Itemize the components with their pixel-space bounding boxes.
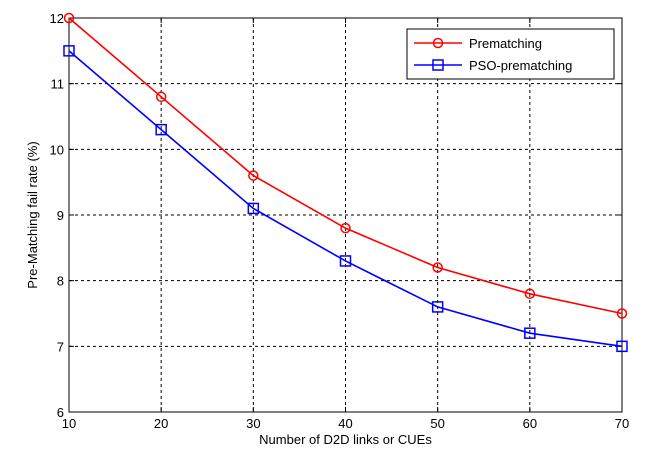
y-tick-label: 9 xyxy=(57,208,64,223)
legend-swatch-marker xyxy=(432,59,444,71)
series-1 xyxy=(63,45,628,353)
x-tick-label: 10 xyxy=(62,416,76,431)
data-point xyxy=(63,12,75,24)
data-point xyxy=(616,308,628,319)
legend-entry-label: Prematching xyxy=(469,36,542,51)
legend-entry-label: PSO-prematching xyxy=(469,58,572,73)
data-point xyxy=(340,222,351,234)
legend: Prematching PSO-prematching xyxy=(406,28,615,80)
data-point xyxy=(616,340,628,353)
data-point xyxy=(155,91,167,103)
x-tick-label: 30 xyxy=(246,416,260,431)
y-tick-label: 10 xyxy=(50,142,64,157)
data-point xyxy=(524,327,536,339)
x-tick-label: 70 xyxy=(615,416,629,431)
y-axis-label: Pre-Matching fail rate (%) xyxy=(25,141,40,288)
y-tick-label: 6 xyxy=(57,405,64,420)
series-line xyxy=(68,17,623,315)
ticks: 10 20 30 40 50 60 70 6 7 8 9 10 11 12 xyxy=(50,11,630,431)
data-point xyxy=(524,288,536,300)
y-tick-label: 8 xyxy=(57,274,64,289)
data-point xyxy=(339,255,352,267)
y-tick-label: 11 xyxy=(51,77,65,92)
y-tick-label: 12 xyxy=(50,11,64,26)
data-point xyxy=(247,202,260,215)
y-tick-label: 7 xyxy=(57,339,64,354)
data-point xyxy=(155,123,167,136)
x-tick-label: 20 xyxy=(154,416,168,431)
data-point xyxy=(63,45,75,57)
data-point xyxy=(431,301,444,313)
grid xyxy=(69,18,622,412)
data-point xyxy=(248,170,259,181)
x-tick-label: 60 xyxy=(523,416,537,431)
data-point xyxy=(432,262,443,273)
x-tick-label: 50 xyxy=(430,416,444,431)
x-axis-label: Number of D2D links or CUEs xyxy=(259,432,432,447)
x-tick-label: 40 xyxy=(338,416,352,431)
series-0 xyxy=(63,12,628,319)
series xyxy=(63,12,628,353)
legend-swatch-marker xyxy=(432,37,444,49)
series-line xyxy=(68,50,623,348)
